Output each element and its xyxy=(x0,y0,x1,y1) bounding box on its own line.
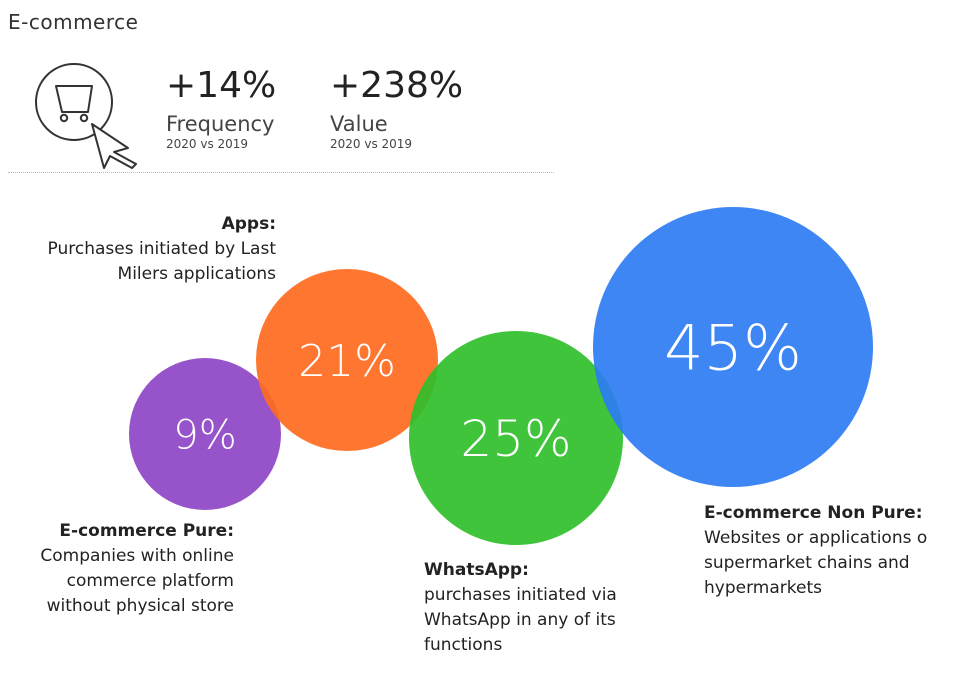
nonpure-text: Websites or applications o supermarket c… xyxy=(704,528,928,598)
pure-description: E-commerce Pure: Companies with online c… xyxy=(0,519,234,619)
bubble-label-ecommerce-pure: 9% xyxy=(173,412,236,458)
apps-heading: Apps: xyxy=(221,214,276,234)
pure-text: Companies with online commerce platform … xyxy=(40,546,234,616)
value-stat: +238% Value 2020 vs 2019 xyxy=(330,65,464,152)
bubble-apps xyxy=(256,269,438,451)
cursor-arrow-icon xyxy=(91,123,137,169)
whatsapp-description: WhatsApp: purchases initiated via WhatsA… xyxy=(424,558,664,658)
frequency-value: +14% xyxy=(166,65,277,106)
bubble-whatsapp xyxy=(409,331,623,545)
nonpure-heading: E-commerce Non Pure: xyxy=(704,503,923,523)
bubble-label-whatsapp: 25% xyxy=(460,410,571,468)
pure-heading: E-commerce Pure: xyxy=(59,521,234,541)
bubble-ecommerce-non-pure xyxy=(593,207,873,487)
bubble-ecommerce-pure xyxy=(129,358,281,510)
bubble-label-apps: 21% xyxy=(298,336,396,387)
apps-description: Apps: Purchases initiated by Last Milers… xyxy=(0,212,276,287)
nonpure-description: E-commerce Non Pure: Websites or applica… xyxy=(704,501,971,601)
frequency-period: 2020 vs 2019 xyxy=(166,137,249,151)
whatsapp-heading: WhatsApp: xyxy=(424,560,529,580)
bubble-label-ecommerce-non-pure: 45% xyxy=(664,311,802,384)
shopping-cart-icon xyxy=(35,63,137,169)
value-label: Value xyxy=(330,112,388,136)
value-period: 2020 vs 2019 xyxy=(330,137,413,151)
page-title: E-commerce xyxy=(8,10,139,34)
divider xyxy=(8,172,554,173)
frequency-stat: +14% Frequency 2020 vs 2019 xyxy=(166,65,277,152)
whatsapp-text: purchases initiated via WhatsApp in any … xyxy=(424,585,617,655)
frequency-label: Frequency xyxy=(166,112,275,136)
apps-text: Purchases initiated by Last Milers appli… xyxy=(47,239,276,284)
value-value: +238% xyxy=(330,65,464,106)
